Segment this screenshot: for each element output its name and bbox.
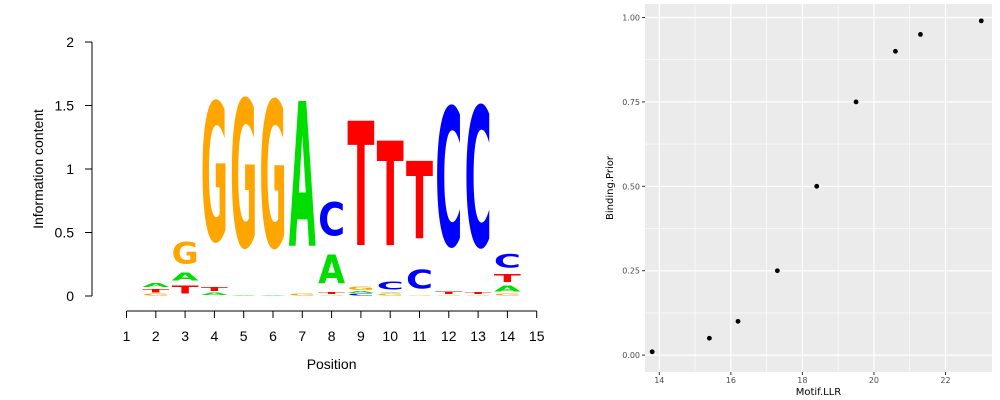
logo-letter-g-pos2: G	[142, 294, 169, 297]
logo-letter-g-pos13: G	[465, 295, 492, 296]
x-tick-label: 16	[726, 376, 736, 385]
logo-letter-a-pos6: A	[260, 295, 287, 296]
x-tick-label: 11	[412, 328, 427, 344]
logo-letter-a-pos2: A	[142, 282, 170, 288]
data-point	[853, 99, 859, 105]
data-point	[893, 48, 898, 54]
x-tick-label: 14	[654, 376, 664, 385]
x-tick-label: 20	[869, 376, 879, 385]
logo-letter-g-pos9: G	[347, 286, 374, 291]
logo-letter-a-pos14: A	[494, 285, 522, 294]
x-tick-label: 4	[211, 328, 219, 344]
y-axis-label: Information content	[30, 109, 46, 229]
data-point	[978, 18, 984, 24]
data-point	[649, 349, 655, 355]
data-point	[814, 183, 820, 189]
x-tick-label: 12	[441, 328, 457, 344]
logo-letter-t-pos10: T	[377, 112, 404, 280]
x-tick-label: 3	[181, 328, 189, 344]
logo-letter-a-pos4: A	[201, 292, 229, 296]
logo-letter-g-pos11: G	[406, 295, 433, 296]
logo-letter-c-pos8: C	[318, 194, 345, 247]
logo-letter-g-pos4: G	[201, 65, 228, 287]
logo-letter-t-pos14: T	[494, 272, 521, 285]
logo-letter-g-pos7: G	[289, 294, 316, 297]
logo-letter-g-pos12: G	[435, 295, 462, 296]
logo-letter-t-pos13: T	[465, 292, 492, 295]
logo-letter-a-pos9: A	[347, 291, 374, 294]
y-tick-label: 1.00	[622, 14, 640, 23]
x-tick-label: 6	[269, 328, 277, 344]
y-tick-label: 2	[66, 34, 74, 50]
y-axis-label: Binding.Prior	[605, 155, 616, 220]
y-tick-label: 0.75	[622, 98, 640, 107]
logo-letter-c-pos13: C	[465, 68, 492, 292]
logo-letter-t-pos8: T	[318, 292, 345, 295]
x-axis-label: Motif.LLR	[796, 387, 842, 398]
x-tick-label: 13	[470, 328, 486, 344]
data-point	[735, 318, 741, 324]
logo-letter-g-pos5: G	[230, 61, 257, 295]
logo-letter-a-pos5: A	[230, 295, 257, 296]
x-tick-label: 14	[500, 328, 516, 344]
logo-letter-g-pos14: G	[494, 294, 521, 297]
plot-panel	[645, 4, 992, 372]
x-axis-label: Position	[307, 356, 357, 372]
logo-letter-a-pos7: A	[289, 62, 316, 293]
logo-letter-g-pos10: G	[377, 294, 404, 297]
data-point	[918, 31, 923, 37]
y-tick-label: 0.00	[622, 351, 640, 360]
logo-letter-t-pos11: T	[406, 141, 433, 264]
logo-letter-a-pos10: A	[377, 292, 404, 293]
y-tick-label: 0.25	[622, 267, 640, 276]
logo-letter-t-pos3: T	[172, 283, 199, 296]
x-tick-label: 5	[240, 328, 248, 344]
data-point	[706, 335, 712, 341]
logo-letter-a-pos3: A	[172, 271, 199, 284]
y-tick-label: 0.5	[55, 225, 75, 241]
y-tick-label: 0	[66, 288, 74, 304]
logo-letter-c-pos9: C	[347, 294, 374, 296]
logo-letter-a-pos8: A	[318, 247, 345, 292]
logo-letter-c-pos11: C	[406, 264, 433, 295]
x-tick-label: 15	[529, 328, 545, 344]
logo-letter-t-pos4: T	[201, 286, 229, 292]
logo-letter-g-pos6: G	[260, 60, 287, 294]
y-tick-label: 1.5	[55, 98, 75, 114]
x-tick-label: 1	[123, 328, 131, 344]
logo-letter-g-pos8: G	[318, 295, 345, 296]
x-tick-label: 22	[940, 376, 950, 385]
x-tick-label: 10	[382, 328, 398, 344]
x-tick-label: 2	[152, 328, 160, 344]
x-tick-label: 7	[298, 328, 306, 344]
data-point	[774, 268, 780, 274]
logo-letter-t-pos2: T	[142, 288, 170, 293]
logo-letter-c-pos12: C	[435, 70, 462, 291]
logo-letter-c-pos14: C	[494, 250, 521, 272]
logo-letter-t-pos12: T	[435, 291, 462, 295]
logo-letter-g-pos3: G	[172, 237, 199, 271]
logo-letter-c-pos10: C	[377, 280, 404, 292]
y-tick-label: 1	[66, 161, 74, 177]
x-tick-label: 8	[328, 328, 336, 344]
x-tick-label: 9	[357, 328, 365, 344]
logo-letter-t-pos9: T	[347, 88, 374, 286]
y-tick-label: 0.50	[622, 182, 640, 191]
x-tick-label: 18	[797, 376, 807, 385]
